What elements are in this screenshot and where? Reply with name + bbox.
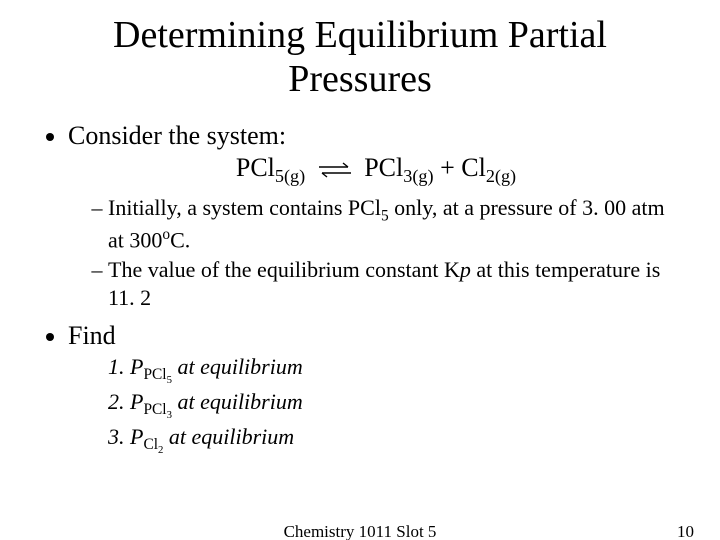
sb1-sub: 5 (381, 207, 389, 224)
eq-rhs1-base: PCl (364, 153, 403, 182)
bullet-consider: Consider the system: PCl5(g) PCl3(g) + C… (68, 121, 684, 311)
f2-tail: at equilibrium (172, 389, 303, 414)
sub-bullet-kp: The value of the equilibrium constant Kp… (108, 256, 684, 311)
slide-title: Determining Equilibrium Partial Pressure… (36, 14, 684, 101)
f2-P: P (130, 389, 143, 414)
bullet-find-text: Find (68, 321, 116, 350)
slide: Determining Equilibrium Partial Pressure… (0, 0, 720, 540)
f3-P: P (130, 424, 143, 449)
sb2-p1: The value of the equilibrium constant K (108, 257, 460, 282)
title-line-1: Determining Equilibrium Partial (113, 14, 607, 56)
f3-num: 3. (108, 424, 130, 449)
eq-rhs2-sub: 2(g) (486, 167, 516, 187)
f1-base: PCl (143, 366, 166, 383)
find-list: 1. PPCl5 at equilibrium 2. PPCl3 at equi… (68, 353, 684, 458)
f2-num: 2. (108, 389, 130, 414)
footer-page-number: 10 (677, 522, 694, 540)
f1-num: 1. (108, 354, 130, 379)
f2-sub: PCl3 (143, 401, 172, 418)
bullet-consider-text: Consider the system: (68, 121, 286, 150)
f2-base: PCl (143, 401, 166, 418)
footer-center: Chemistry 1011 Slot 5 (0, 522, 720, 540)
eq-rhs2-base: Cl (461, 153, 486, 182)
sb1-sup: o (162, 226, 170, 243)
sub-bullet-list: Initially, a system contains PCl5 only, … (68, 194, 684, 311)
sb1-p4: C. (170, 228, 190, 253)
sb1-p2: only, at a pressure of 3. 00 (389, 195, 626, 220)
eq-lhs-sub: 5(g) (275, 167, 305, 187)
find-item-2: 2. PPCl3 at equilibrium (108, 388, 684, 423)
eq-rhs1-sub: 3(g) (403, 167, 433, 187)
equation-line: PCl5(g) PCl3(g) + Cl2(g) (68, 153, 684, 187)
equilibrium-arrow-icon (318, 155, 352, 185)
sb1-p1: Initially, a system contains PCl (108, 195, 381, 220)
sub-bullet-initial: Initially, a system contains PCl5 only, … (108, 194, 684, 254)
find-item-1: 1. PPCl5 at equilibrium (108, 353, 684, 388)
eq-plus: + (434, 153, 462, 182)
f3-tail: at equilibrium (163, 424, 294, 449)
title-line-2: Pressures (288, 58, 432, 100)
eq-lhs-base: PCl (236, 153, 275, 182)
find-item-3: 3. PCl2 at equilibrium (108, 423, 684, 458)
bullet-list: Consider the system: PCl5(g) PCl3(g) + C… (36, 121, 684, 457)
f3-base: Cl (143, 436, 158, 453)
f1-tail: at equilibrium (172, 354, 303, 379)
bullet-find: Find 1. PPCl5 at equilibrium 2. PPCl3 at… (68, 321, 684, 458)
sb2-kp-ital: p (460, 257, 471, 282)
f1-P: P (130, 354, 143, 379)
f1-sub: PCl5 (143, 366, 172, 383)
f3-sub: Cl2 (143, 436, 163, 453)
